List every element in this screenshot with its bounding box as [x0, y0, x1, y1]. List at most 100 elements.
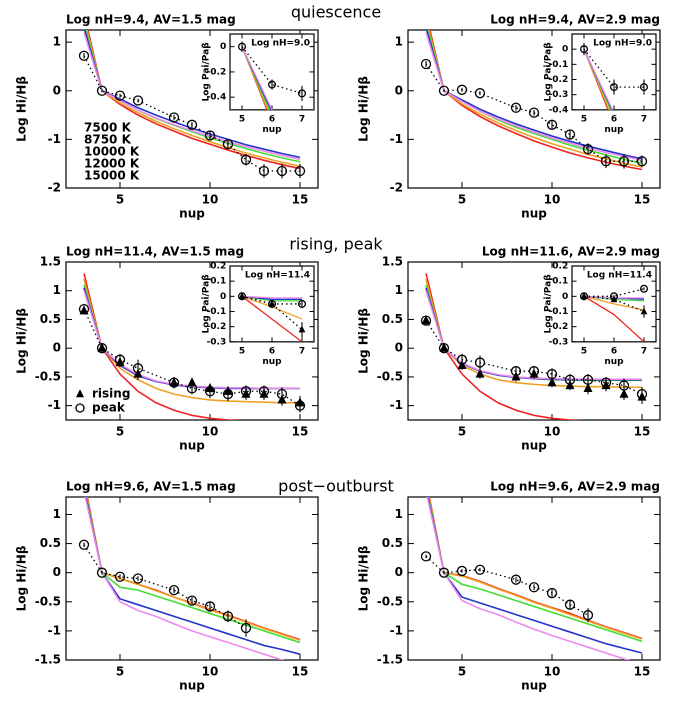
model-line — [425, 273, 583, 420]
marker-circle — [114, 90, 126, 101]
y-tick-label: 1 — [53, 283, 61, 297]
panel: 0.2 0.1 0 -0.1 -0.2 -0.3 5 6 7 nup Log Pai/Paβ Log … — [544, 262, 657, 367]
marker-circle — [186, 119, 198, 130]
y-tick-label: 0 — [53, 341, 61, 355]
y-tick-label: -0.2 — [549, 75, 569, 85]
marker-circle — [186, 595, 198, 606]
y-tick-label: -1 — [48, 623, 61, 637]
row-title: post−outburst — [278, 477, 394, 496]
marker-circle — [267, 80, 277, 89]
model-line — [86, 30, 301, 167]
y-tick-label: -0.1 — [549, 307, 569, 317]
panel-title: Log nH=9.6, AV=1.5 mag — [66, 480, 236, 494]
obs-line — [425, 63, 642, 162]
marker-circle — [204, 386, 216, 397]
model-line — [425, 30, 643, 160]
marker-circle — [75, 403, 85, 413]
y-tick-label: 0.2 — [210, 262, 226, 272]
x-tick-label: 5 — [239, 346, 245, 356]
marker-triangle — [619, 388, 629, 398]
y-tick-label: -0.5 — [377, 369, 403, 383]
marker-circle — [474, 88, 486, 99]
x-tick-label: 15 — [634, 425, 651, 439]
marker-circle — [546, 119, 558, 130]
model-line — [427, 497, 643, 643]
inset-title: Log nH=9.0 — [593, 39, 652, 49]
marker-triangle — [583, 383, 593, 392]
model-line — [85, 497, 301, 655]
marker-circle — [582, 610, 594, 621]
x-axis-label: nup — [604, 125, 624, 135]
legend-label: rising — [92, 387, 130, 401]
x-axis-label: nup — [262, 125, 282, 135]
marker-circle — [636, 388, 648, 400]
panel: 0.2 0.1 0 -0.1 -0.2 -0.3 5 6 7 nup Log Pai/Paβ Log … — [202, 262, 315, 367]
x-tick-label: 10 — [544, 665, 561, 679]
model-line — [241, 46, 273, 110]
marker-circle — [222, 388, 234, 400]
y-tick-label: -0.5 — [35, 369, 61, 383]
y-tick-label: 1 — [53, 35, 61, 49]
y-tick-label: -1 — [48, 398, 61, 412]
panel: -1 -0.5 0 0.5 1 1.5 5 10 15 nup Log Hi/Hβ Log nH=11… — [15, 245, 319, 453]
model-line — [87, 30, 301, 170]
y-tick-label: 0.5 — [382, 312, 403, 326]
y-tick-label: -1 — [390, 623, 403, 637]
x-tick-label: 5 — [458, 665, 466, 679]
model-line — [427, 497, 643, 654]
model-line — [84, 497, 285, 660]
marker-circle — [546, 587, 558, 599]
marker-circle — [636, 156, 648, 167]
marker-circle — [618, 380, 630, 391]
marker-circle — [240, 622, 252, 634]
marker-circle — [510, 366, 522, 377]
y-axis-label: Log Pai/Paβ — [544, 274, 554, 334]
plot-area — [420, 273, 648, 420]
x-tick-label: 7 — [299, 114, 305, 124]
y-tick-label: 1.5 — [382, 255, 403, 269]
marker-circle — [510, 102, 522, 113]
marker-circle — [294, 165, 306, 177]
marker-circle — [297, 299, 307, 308]
y-tick-label: -0.1 — [549, 60, 569, 70]
y-tick-label: 1.5 — [40, 255, 61, 269]
model-line — [85, 497, 301, 644]
y-tick-label: -1 — [48, 132, 61, 146]
x-axis-label: nup — [521, 207, 547, 221]
marker-circle — [78, 303, 90, 315]
x-tick-label: 5 — [239, 114, 245, 124]
marker-circle — [132, 573, 144, 584]
y-tick-label: -0.1 — [207, 307, 227, 317]
model-line — [425, 32, 643, 162]
marker-circle — [600, 156, 612, 167]
y-tick-label: -2 — [390, 181, 403, 195]
marker-circle — [639, 83, 649, 92]
y-tick-label: 0 — [395, 83, 403, 97]
y-tick-label: -0.5 — [35, 594, 61, 608]
marker-circle — [420, 551, 432, 562]
marker-circle — [420, 58, 432, 70]
marker-circle — [258, 165, 270, 177]
x-tick-label: 15 — [292, 193, 309, 207]
y-tick-label: 0.1 — [552, 277, 568, 287]
x-tick-label: 7 — [641, 114, 647, 124]
y-tick-label: -0.4 — [207, 93, 227, 103]
marker-circle — [237, 292, 247, 301]
y-tick-label: 0 — [562, 292, 568, 302]
y-tick-label: 1 — [395, 283, 403, 297]
y-tick-label: 1 — [395, 507, 403, 521]
marker-circle — [600, 377, 612, 388]
marker-circle — [222, 611, 234, 622]
legend-label: peak — [92, 401, 126, 415]
marker-circle — [582, 143, 594, 155]
marker-triangle — [475, 368, 485, 378]
obs-line — [584, 288, 645, 297]
x-tick-label: 7 — [641, 346, 647, 356]
x-tick-label: 15 — [292, 425, 309, 439]
y-tick-label: -2 — [48, 181, 61, 195]
y-tick-label: 0.5 — [382, 536, 403, 550]
marker-circle — [474, 357, 486, 368]
y-axis-label: Log Hi/Hβ — [15, 308, 29, 374]
